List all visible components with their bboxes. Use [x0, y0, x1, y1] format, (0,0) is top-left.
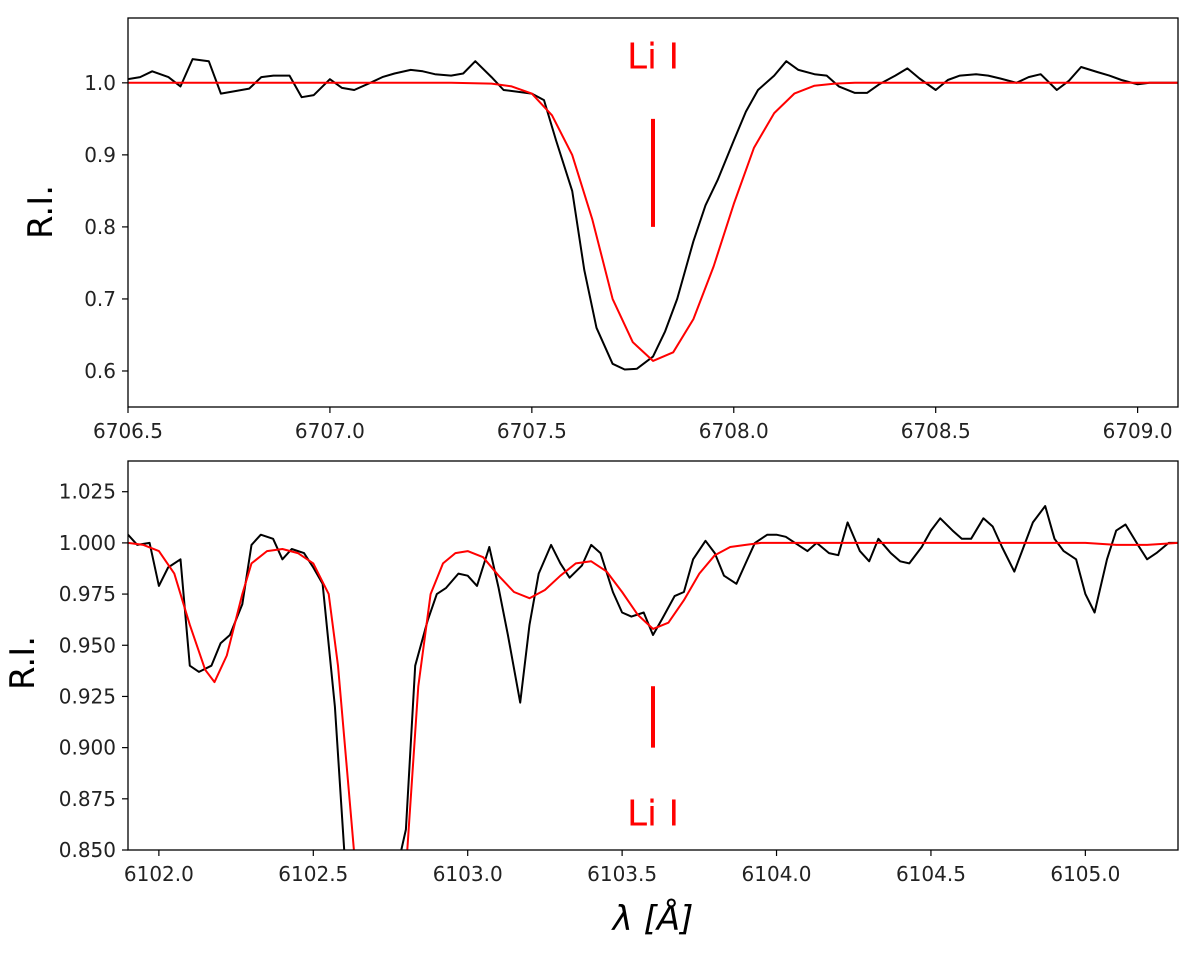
top-panel-y-axis-label: R.I.: [21, 185, 61, 239]
x-tick-label: 6105.0: [1050, 862, 1120, 886]
observed-spectrum-line: [128, 505, 1178, 850]
bottom-panel-y-axis-label: R.I.: [3, 636, 43, 690]
bottom-panel-lines: [128, 505, 1178, 850]
li-i-line-label: Li I: [627, 793, 679, 834]
bottom-panel-x-axis-label: λ [Å]: [611, 898, 694, 939]
top-panel-x-ticks: 6706.5 6707.0 6707.5 6708.0 6708.5 6709.0: [93, 407, 1173, 443]
x-tick-label: 6104.5: [896, 862, 966, 886]
x-tick-label: 6104.0: [742, 862, 812, 886]
top-panel-li-6708: 6706.5 6707.0 6707.5 6708.0 6708.5 6709.0 0.6…: [21, 17, 1179, 443]
y-tick-label: 0.875: [59, 787, 116, 811]
y-tick-label: 0.950: [59, 633, 116, 657]
bottom-panel-y-ticks: 0.850 0.875 0.900 0.925 0.950 0.975 1.000 1.025: [59, 480, 128, 862]
top-panel-annotation: Li I: [627, 36, 679, 227]
y-tick-label: 0.8: [84, 215, 116, 239]
y-tick-label: 0.6: [84, 359, 116, 383]
top-panel-y-ticks: 0.6 0.7 0.8 0.9 1.0: [84, 71, 128, 383]
x-tick-label: 6103.5: [587, 862, 657, 886]
li-i-line-label: Li I: [627, 36, 679, 77]
y-tick-label: 1.025: [59, 480, 116, 504]
x-tick-label: 6709.0: [1103, 419, 1173, 443]
x-tick-label: 6103.0: [433, 862, 503, 886]
synthetic-fit-line: [128, 541, 1178, 850]
observed-spectrum-line: [128, 58, 1178, 371]
x-tick-label: 6706.5: [93, 419, 163, 443]
top-panel-lines: [128, 58, 1178, 371]
x-tick-label: 6708.5: [901, 419, 971, 443]
y-tick-label: 0.975: [59, 582, 116, 606]
y-tick-label: 0.7: [84, 287, 116, 311]
bottom-panel-annotation: Li I: [627, 686, 679, 834]
bottom-panel-x-ticks: 6102.0 6102.5 6103.0 6103.5 6104.0 6104.5 6105…: [124, 850, 1120, 886]
y-tick-label: 1.000: [59, 531, 116, 555]
bottom-panel-frame: [127, 460, 1179, 851]
x-tick-label: 6102.5: [278, 862, 348, 886]
y-tick-label: 1.0: [84, 71, 116, 95]
x-tick-label: 6708.0: [699, 419, 769, 443]
synthetic-fit-line: [128, 81, 1178, 362]
x-tick-label: 6707.5: [497, 419, 567, 443]
y-tick-label: 0.925: [59, 684, 116, 708]
top-panel-frame: [127, 17, 1179, 408]
y-tick-label: 0.900: [59, 736, 116, 760]
bottom-panel-li-6104: 6102.0 6102.5 6103.0 6103.5 6104.0 6104.5 6105…: [3, 460, 1179, 939]
y-tick-label: 0.850: [59, 838, 116, 862]
y-tick-label: 0.9: [84, 143, 116, 167]
x-tick-label: 6102.0: [124, 862, 194, 886]
x-tick-label: 6707.0: [295, 419, 365, 443]
